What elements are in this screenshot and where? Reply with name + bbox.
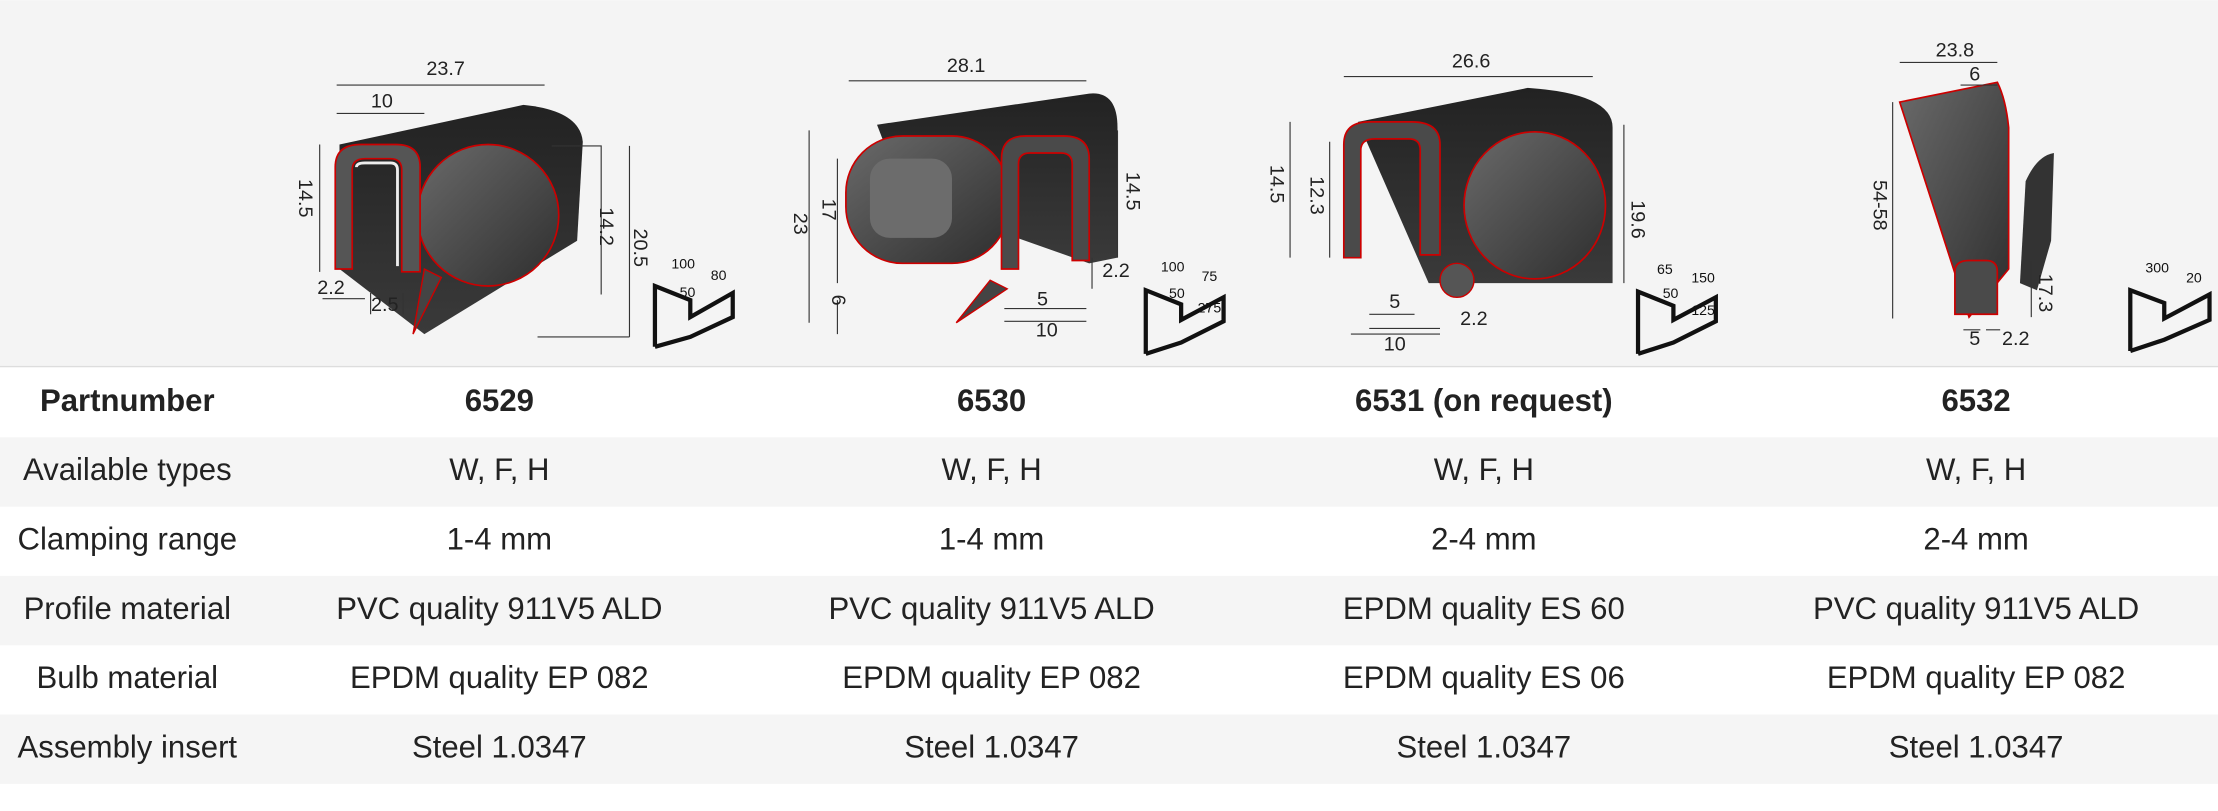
header-cell: 6531 (on request) — [1355, 383, 1613, 418]
dimension-label: 17 — [817, 199, 839, 221]
dimension-label: 5 — [1389, 291, 1400, 313]
dimension-label: 17.3 — [2034, 274, 2056, 313]
dimension-label: 14.5 — [294, 179, 316, 218]
mounting-label: 100 — [1161, 258, 1185, 274]
table-cell: Steel 1.0347 — [412, 729, 587, 764]
dimension-label: 10 — [1384, 334, 1406, 356]
dimension-label: 10 — [371, 90, 393, 112]
dimension-label: 12.3 — [1305, 176, 1327, 215]
table-cell: PVC quality 911V5 ALD — [1813, 591, 2139, 626]
row-label: Profile material — [24, 591, 231, 626]
dimension-label: 14.5 — [1266, 165, 1288, 204]
mounting-label: 20 — [2186, 270, 2202, 286]
mounting-label: 50 — [1663, 285, 1679, 301]
spec-table: Partnumber 6529 6530 6531 (on request) 6532 A… — [0, 383, 2218, 784]
table-cell: EPDM quality EP 082 — [1827, 660, 2126, 695]
header-cell: 6530 — [957, 383, 1026, 418]
row-label: Available types — [23, 452, 232, 487]
dimension-label: 5 — [1037, 288, 1048, 310]
row-background — [0, 575, 2218, 646]
table-cell: EPDM quality EP 082 — [842, 660, 1141, 695]
mounting-label: 75 — [1202, 268, 1218, 284]
dimension-label: 14.2 — [595, 207, 617, 246]
dimension-label: 10 — [1036, 319, 1058, 341]
row-label: Bulb material — [37, 660, 219, 695]
dimension-label: 14.5 — [1121, 172, 1143, 211]
profile-drawing — [1289, 76, 1718, 356]
dimension-label: 20.5 — [629, 229, 651, 268]
table-cell: Steel 1.0347 — [1889, 729, 2064, 764]
mounting-label: 50 — [680, 284, 696, 300]
mounting-label: 125 — [1691, 302, 1715, 318]
mounting-label: 150 — [1691, 270, 1715, 286]
dimension-label: 5 — [1969, 328, 1980, 350]
table-cell: PVC quality 911V5 ALD — [336, 591, 662, 626]
header-cell: 6529 — [465, 383, 534, 418]
mounting-label: 50 — [1169, 285, 1185, 301]
mounting-icon — [1143, 287, 1226, 356]
dimension-label: 23 — [789, 213, 811, 235]
table-cell: Steel 1.0347 — [904, 729, 1079, 764]
dimension-label: 2.2 — [317, 277, 345, 299]
profile-drawing — [319, 84, 735, 349]
table-cell: EPDM quality ES 06 — [1343, 660, 1625, 695]
row-background — [0, 714, 2218, 784]
dimension-label: 28.1 — [947, 55, 986, 77]
mounting-label: 65 — [1657, 261, 1673, 277]
table-cell: PVC quality 911V5 ALD — [828, 591, 1154, 626]
dimension-label: 19.6 — [1626, 200, 1648, 239]
table-cell: 2-4 mm — [1923, 522, 2028, 557]
table-cell: Steel 1.0347 — [1397, 729, 1572, 764]
dimension-label: 6 — [1969, 63, 1980, 85]
header-cell: 6532 — [1942, 383, 2011, 418]
mounting-icon — [1635, 288, 1718, 356]
dimension-label: 54-58 — [1868, 180, 1890, 231]
row-label: Assembly insert — [18, 729, 238, 764]
header-cell: Partnumber — [40, 383, 215, 418]
dimension-label: 6 — [827, 295, 849, 306]
dimension-label: 2.2 — [2002, 328, 2030, 350]
table-cell: W, F, H — [449, 452, 549, 487]
dimension-labels: 23.7 10 14.5 14.2 20.5 2.2 2.5 100 50 80 28.1 23 17 1… — [294, 39, 2202, 355]
mounting-label: 275 — [1198, 299, 1222, 315]
table-cell: EPDM quality EP 082 — [350, 660, 649, 695]
table-cell: 1-4 mm — [939, 522, 1044, 557]
mounting-label: 300 — [2145, 260, 2169, 276]
mounting-icon — [2128, 287, 2212, 354]
row-label: Clamping range — [17, 522, 237, 557]
dimension-label: 2.2 — [1102, 260, 1130, 282]
mounting-label: 100 — [671, 255, 695, 271]
mounting-label: 80 — [711, 267, 727, 283]
table-cell: EPDM quality ES 60 — [1343, 591, 1625, 626]
profile-drawing — [1892, 61, 2212, 354]
table-cell: 1-4 mm — [447, 522, 552, 557]
profile-drawing — [808, 80, 1226, 356]
row-background — [0, 437, 2218, 507]
table-cell: 2-4 mm — [1431, 522, 1536, 557]
table-cell: W, F, H — [941, 452, 1041, 487]
dimension-label: 23.8 — [1936, 39, 1975, 61]
dimension-label: 23.7 — [426, 58, 465, 80]
dimension-label: 2.5 — [371, 294, 399, 316]
dimension-label: 26.6 — [1452, 51, 1491, 73]
table-cell: W, F, H — [1926, 452, 2026, 487]
mounting-icon — [652, 282, 735, 349]
table-cell: W, F, H — [1434, 452, 1534, 487]
dimension-label: 2.2 — [1460, 308, 1488, 330]
